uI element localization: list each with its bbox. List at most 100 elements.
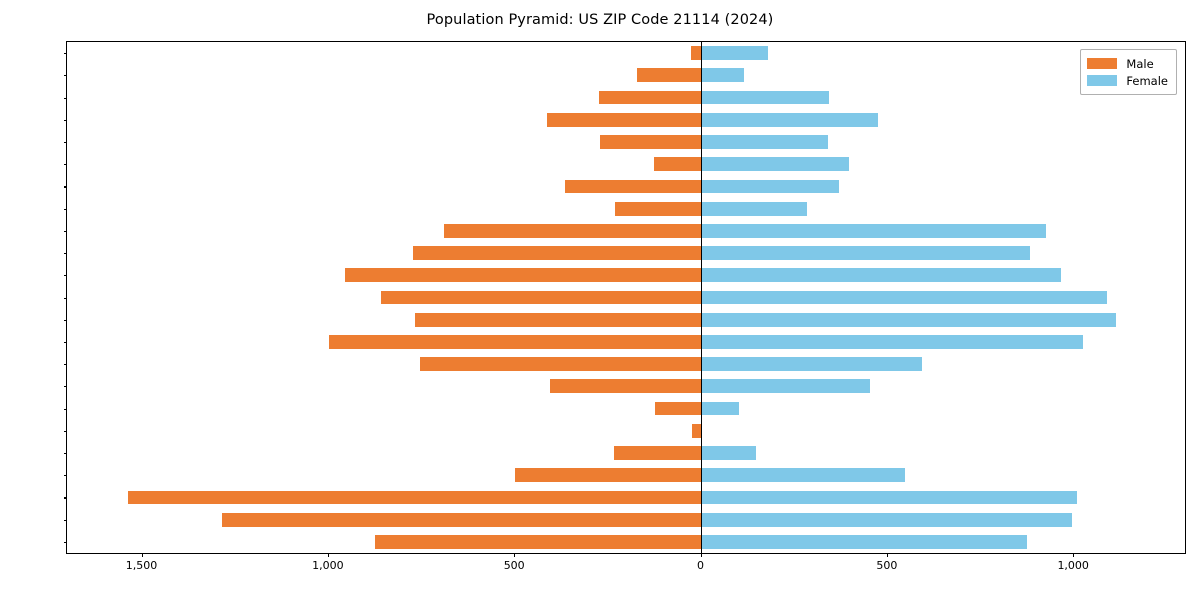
bar-male: [615, 201, 701, 216]
bar-female: [700, 357, 922, 372]
y-tick-mark: [63, 208, 67, 210]
bar-female: [700, 468, 905, 483]
x-tick-mark: [514, 553, 516, 557]
y-tick-mark: [63, 541, 67, 543]
bar-male: [564, 179, 701, 194]
bar-female: [700, 179, 840, 194]
bar-row: [67, 135, 1185, 149]
bar-male: [374, 535, 701, 549]
x-tick-mark: [700, 553, 702, 557]
y-tick-mark: [63, 475, 67, 477]
y-tick-mark: [63, 97, 67, 99]
bar-male: [655, 401, 701, 416]
bar-row: [67, 535, 1185, 549]
bar-male: [329, 335, 701, 349]
legend-label-male: Male: [1126, 56, 1154, 71]
y-tick-mark: [63, 186, 67, 188]
bar-male: [420, 357, 701, 372]
bar-male: [690, 46, 701, 60]
y-tick-mark: [63, 430, 67, 432]
y-tick-mark: [63, 453, 67, 455]
y-tick-mark: [63, 364, 67, 366]
bar-row: [67, 90, 1185, 105]
legend-swatch-female-icon: [1087, 75, 1118, 86]
y-tick-mark: [63, 253, 67, 255]
bar-row: [67, 68, 1185, 83]
y-tick-mark: [63, 230, 67, 232]
y-tick-mark: [63, 319, 67, 321]
x-tick-mark: [886, 553, 888, 557]
x-tick-label: 1,500: [125, 559, 158, 572]
y-tick-mark: [63, 75, 67, 77]
bar-female: [700, 223, 1047, 238]
bar-male: [514, 468, 701, 483]
bar-male: [599, 135, 701, 149]
bar-row: [67, 423, 1185, 438]
y-tick-mark: [63, 164, 67, 166]
y-tick-mark: [63, 275, 67, 277]
bar-row: [67, 157, 1185, 172]
bar-female: [700, 535, 1027, 549]
bar-female: [700, 512, 1072, 527]
x-tick-mark: [327, 553, 329, 557]
bar-female: [700, 46, 769, 60]
y-tick-mark: [63, 119, 67, 121]
bar-male: [345, 268, 701, 283]
bar-female: [700, 335, 1084, 349]
bar-female: [700, 446, 756, 460]
bar-male: [614, 446, 701, 460]
bar-female: [700, 490, 1077, 505]
bar-row: [67, 268, 1185, 283]
bar-row: [67, 201, 1185, 216]
bar-row: [67, 490, 1185, 505]
bar-row: [67, 46, 1185, 60]
bar-female: [700, 401, 740, 416]
y-tick-mark: [63, 297, 67, 299]
y-tick-mark: [63, 141, 67, 144]
bar-male: [637, 68, 701, 83]
y-tick-mark: [63, 386, 67, 388]
y-tick-mark: [63, 519, 67, 521]
x-tick-mark: [141, 553, 143, 557]
bar-row: [67, 112, 1185, 127]
bar-female: [700, 312, 1117, 327]
y-tick-mark: [63, 408, 67, 410]
bar-female: [700, 290, 1108, 305]
zero-axis-line: [700, 42, 702, 553]
bar-row: [67, 312, 1185, 327]
plot-area: 85+80-8475-7970-7467-6965-6662-6460-6155…: [63, 41, 1186, 572]
bar-male: [414, 312, 701, 327]
bar-female: [700, 379, 871, 394]
bar-male: [412, 246, 701, 260]
bar-row: [67, 357, 1185, 372]
x-tick-label: 500: [876, 559, 898, 572]
bar-male: [550, 379, 701, 394]
bar-female: [700, 68, 745, 83]
bar-row: [67, 335, 1185, 349]
bar-male: [546, 112, 701, 127]
bar-row: [67, 379, 1185, 394]
legend-item-male: Male: [1087, 55, 1168, 72]
bar-row: [67, 290, 1185, 305]
bar-row: [67, 246, 1185, 260]
x-tick-label: 1,000: [1057, 559, 1089, 572]
chart-legend: Male Female: [1080, 49, 1177, 95]
legend-swatch-male-icon: [1087, 58, 1118, 69]
legend-label-female: Female: [1126, 73, 1168, 88]
bar-female: [700, 246, 1030, 260]
bar-row: [67, 468, 1185, 483]
bar-male: [128, 490, 701, 505]
legend-item-female: Female: [1087, 72, 1168, 89]
x-tick-label: 0: [697, 559, 705, 572]
bar-female: [700, 135, 828, 149]
bar-male: [443, 223, 701, 238]
x-tick-mark: [1073, 553, 1075, 557]
bar-male: [222, 512, 701, 527]
y-tick-mark: [63, 341, 67, 344]
bar-female: [700, 268, 1061, 283]
bar-male: [598, 90, 701, 105]
x-tick-label: 1,000: [312, 559, 344, 572]
bar-female: [700, 157, 849, 172]
bars-layer: [67, 42, 1185, 553]
